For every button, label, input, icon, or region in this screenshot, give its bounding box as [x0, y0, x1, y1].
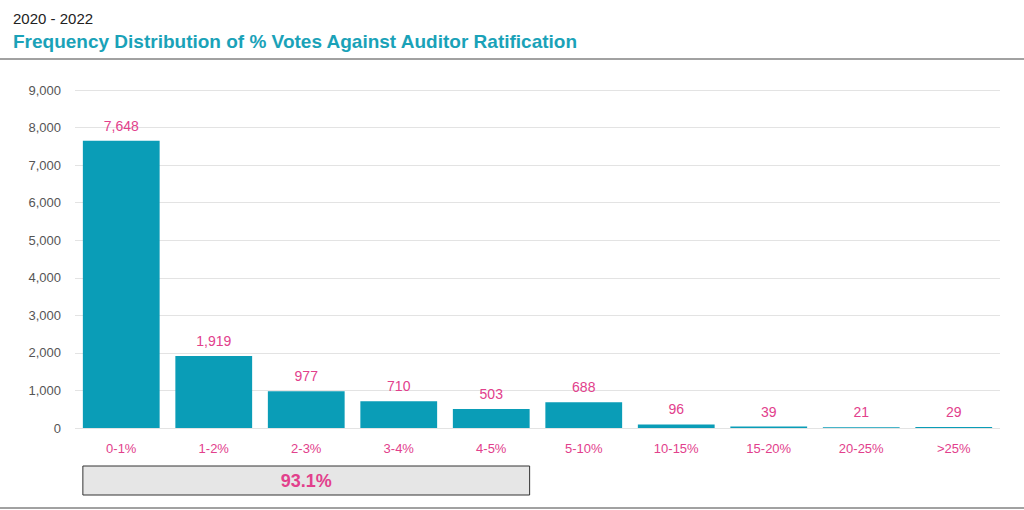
svg-text:2-3%: 2-3% — [291, 441, 322, 456]
svg-text:4,000: 4,000 — [28, 270, 61, 285]
svg-text:1,000: 1,000 — [28, 383, 61, 398]
svg-text:9,000: 9,000 — [28, 83, 61, 98]
svg-text:5-10%: 5-10% — [565, 441, 603, 456]
svg-text:688: 688 — [572, 379, 596, 395]
svg-text:39: 39 — [761, 404, 777, 420]
svg-text:7,000: 7,000 — [28, 158, 61, 173]
svg-text:10-15%: 10-15% — [654, 441, 699, 456]
svg-text:8,000: 8,000 — [28, 120, 61, 135]
svg-text:710: 710 — [387, 378, 411, 394]
svg-text:Frequency Distribution of % Vo: Frequency Distribution of % Votes Agains… — [13, 31, 577, 52]
svg-text:7,648: 7,648 — [104, 118, 139, 134]
svg-text:5,000: 5,000 — [28, 233, 61, 248]
svg-text:6,000: 6,000 — [28, 195, 61, 210]
svg-text:96: 96 — [668, 401, 684, 417]
svg-text:21: 21 — [853, 404, 869, 420]
svg-text:0-1%: 0-1% — [106, 441, 137, 456]
svg-text:20-25%: 20-25% — [839, 441, 884, 456]
svg-text:93.1%: 93.1% — [281, 471, 332, 491]
svg-text:15-20%: 15-20% — [746, 441, 791, 456]
svg-text:977: 977 — [295, 368, 319, 384]
svg-text:1-2%: 1-2% — [199, 441, 230, 456]
svg-text:3,000: 3,000 — [28, 308, 61, 323]
svg-text:503: 503 — [480, 386, 504, 402]
svg-text:0: 0 — [54, 421, 61, 436]
svg-text:2020 - 2022: 2020 - 2022 — [13, 10, 93, 27]
svg-text:4-5%: 4-5% — [476, 441, 507, 456]
svg-text:1,919: 1,919 — [196, 333, 231, 349]
svg-text:29: 29 — [946, 404, 962, 420]
svg-text:2,000: 2,000 — [28, 345, 61, 360]
svg-text:>25%: >25% — [937, 441, 971, 456]
svg-text:3-4%: 3-4% — [384, 441, 415, 456]
